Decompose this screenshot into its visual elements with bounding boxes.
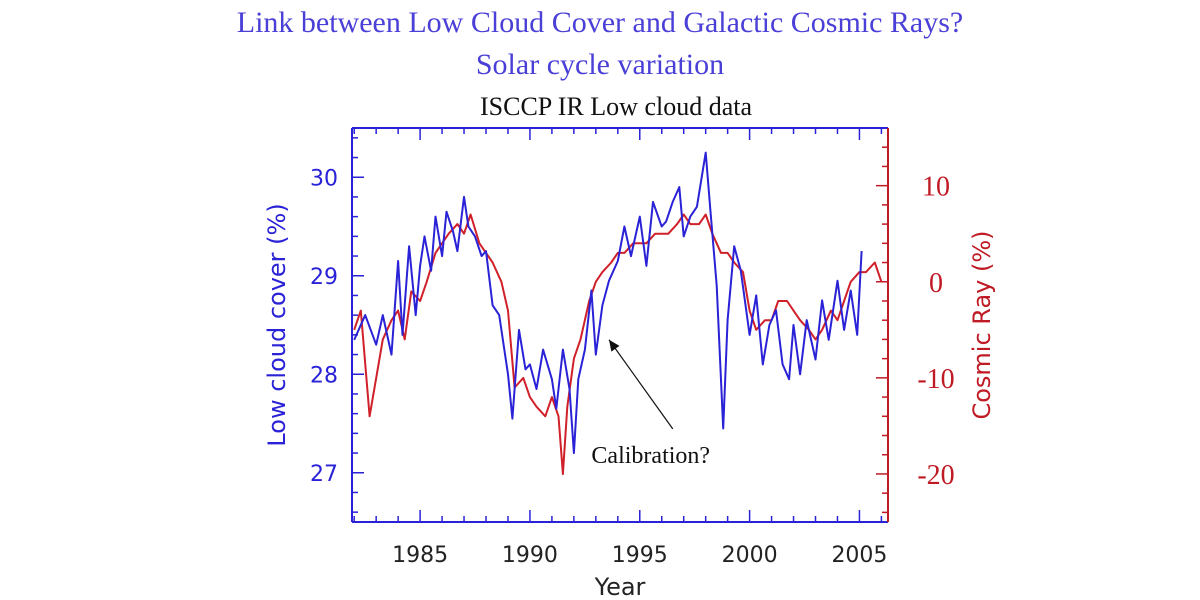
right-tick-label: -20	[917, 460, 954, 491]
x-axis: 1985 1990 1995 2000 2005	[353, 128, 887, 568]
x-tick-label: 2005	[831, 543, 887, 568]
annotation-arrowhead	[609, 339, 620, 352]
right-tick-label: -10	[917, 364, 954, 395]
x-tick-label: 1985	[392, 543, 448, 568]
low-cloud-series-line	[353, 151, 863, 455]
page-subtitle: Solar cycle variation	[475, 48, 725, 81]
chart-title: ISCCP IR Low cloud data	[480, 92, 752, 121]
left-axis-label: Low cloud cover (%)	[263, 203, 291, 446]
right-tick-label: 10	[922, 172, 950, 203]
annotation-arrow	[608, 339, 674, 430]
x-axis-label: Year	[594, 573, 646, 600]
left-tick-label: 29	[310, 265, 338, 290]
right-axis-label: Cosmic Ray (%)	[968, 230, 996, 419]
left-axis: 27 28 29 30	[310, 137, 364, 513]
left-tick-label: 28	[310, 363, 338, 388]
x-tick-label: 1990	[502, 543, 558, 568]
left-tick-label: 30	[310, 166, 338, 191]
right-axis: 10 0 -10 -20	[876, 127, 955, 514]
x-tick-label: 1995	[612, 543, 668, 568]
page-title-line1: Link between Low Cloud Cover and Galacti…	[236, 6, 964, 39]
left-tick-label: 27	[310, 462, 338, 487]
x-tick-label: 2000	[722, 543, 778, 568]
right-tick-label: 0	[929, 268, 943, 299]
annotation-text: Calibration?	[591, 443, 710, 469]
